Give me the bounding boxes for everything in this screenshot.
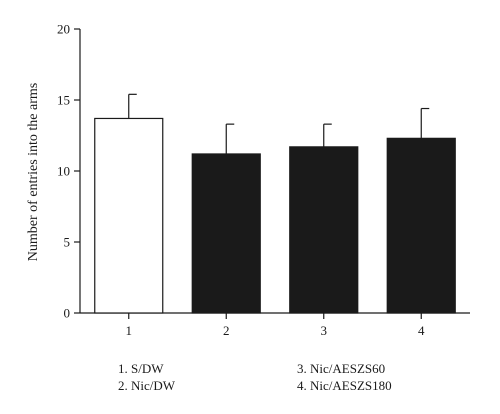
y-tick-label: 0 <box>64 306 71 321</box>
y-tick-label: 15 <box>57 93 70 108</box>
x-tick-label: 1 <box>126 323 133 338</box>
x-tick-label: 2 <box>223 323 230 338</box>
x-ticks: 1 2 3 4 <box>126 313 425 338</box>
bars <box>94 117 456 314</box>
y-tick-label: 10 <box>57 164 70 179</box>
x-tick-label: 3 <box>321 323 328 338</box>
y-tick-label: 20 <box>57 22 70 37</box>
bar-2 <box>191 153 261 314</box>
bar-3 <box>289 146 359 314</box>
x-tick-label: 4 <box>418 323 425 338</box>
bar-1 <box>94 117 164 314</box>
y-tick-label: 5 <box>64 235 71 250</box>
legend-item-2: 2. Nic/DW <box>118 378 176 393</box>
legend-item-3: 3. Nic/AESZS60 <box>297 361 386 376</box>
y-axis-label: Number of entries into the arms <box>26 83 41 261</box>
legend-right: 3. Nic/AESZS60 4. Nic/AESZS180 <box>297 360 392 394</box>
legend-item-1: 1. S/DW <box>118 361 164 376</box>
legend-item-4: 4. Nic/AESZS180 <box>297 378 392 393</box>
error-bars <box>128 93 430 154</box>
legend-left: 1. S/DW 2. Nic/DW <box>118 360 175 394</box>
bar-4 <box>386 137 456 314</box>
y-ticks: 0 5 10 15 20 <box>57 22 80 321</box>
